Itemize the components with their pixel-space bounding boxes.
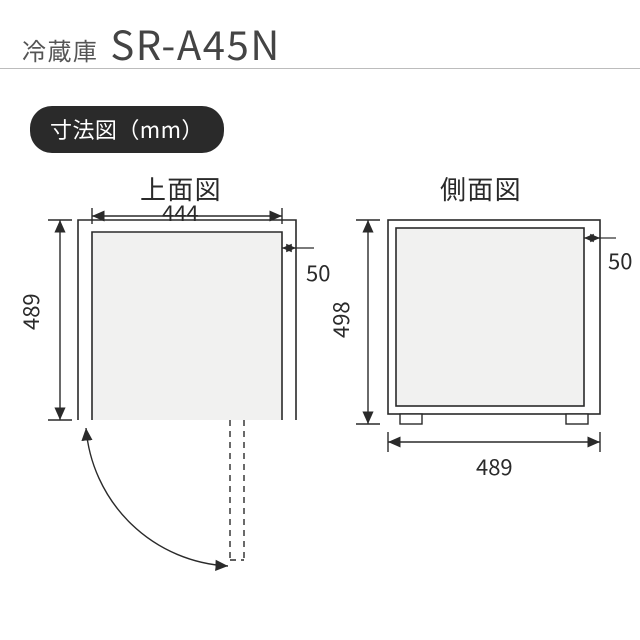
dim-side-gap: 50: [608, 244, 632, 276]
dim-side-depth: 489: [476, 450, 513, 482]
dim-side-height: 498: [324, 301, 356, 338]
side-view-diagram: [0, 0, 640, 640]
